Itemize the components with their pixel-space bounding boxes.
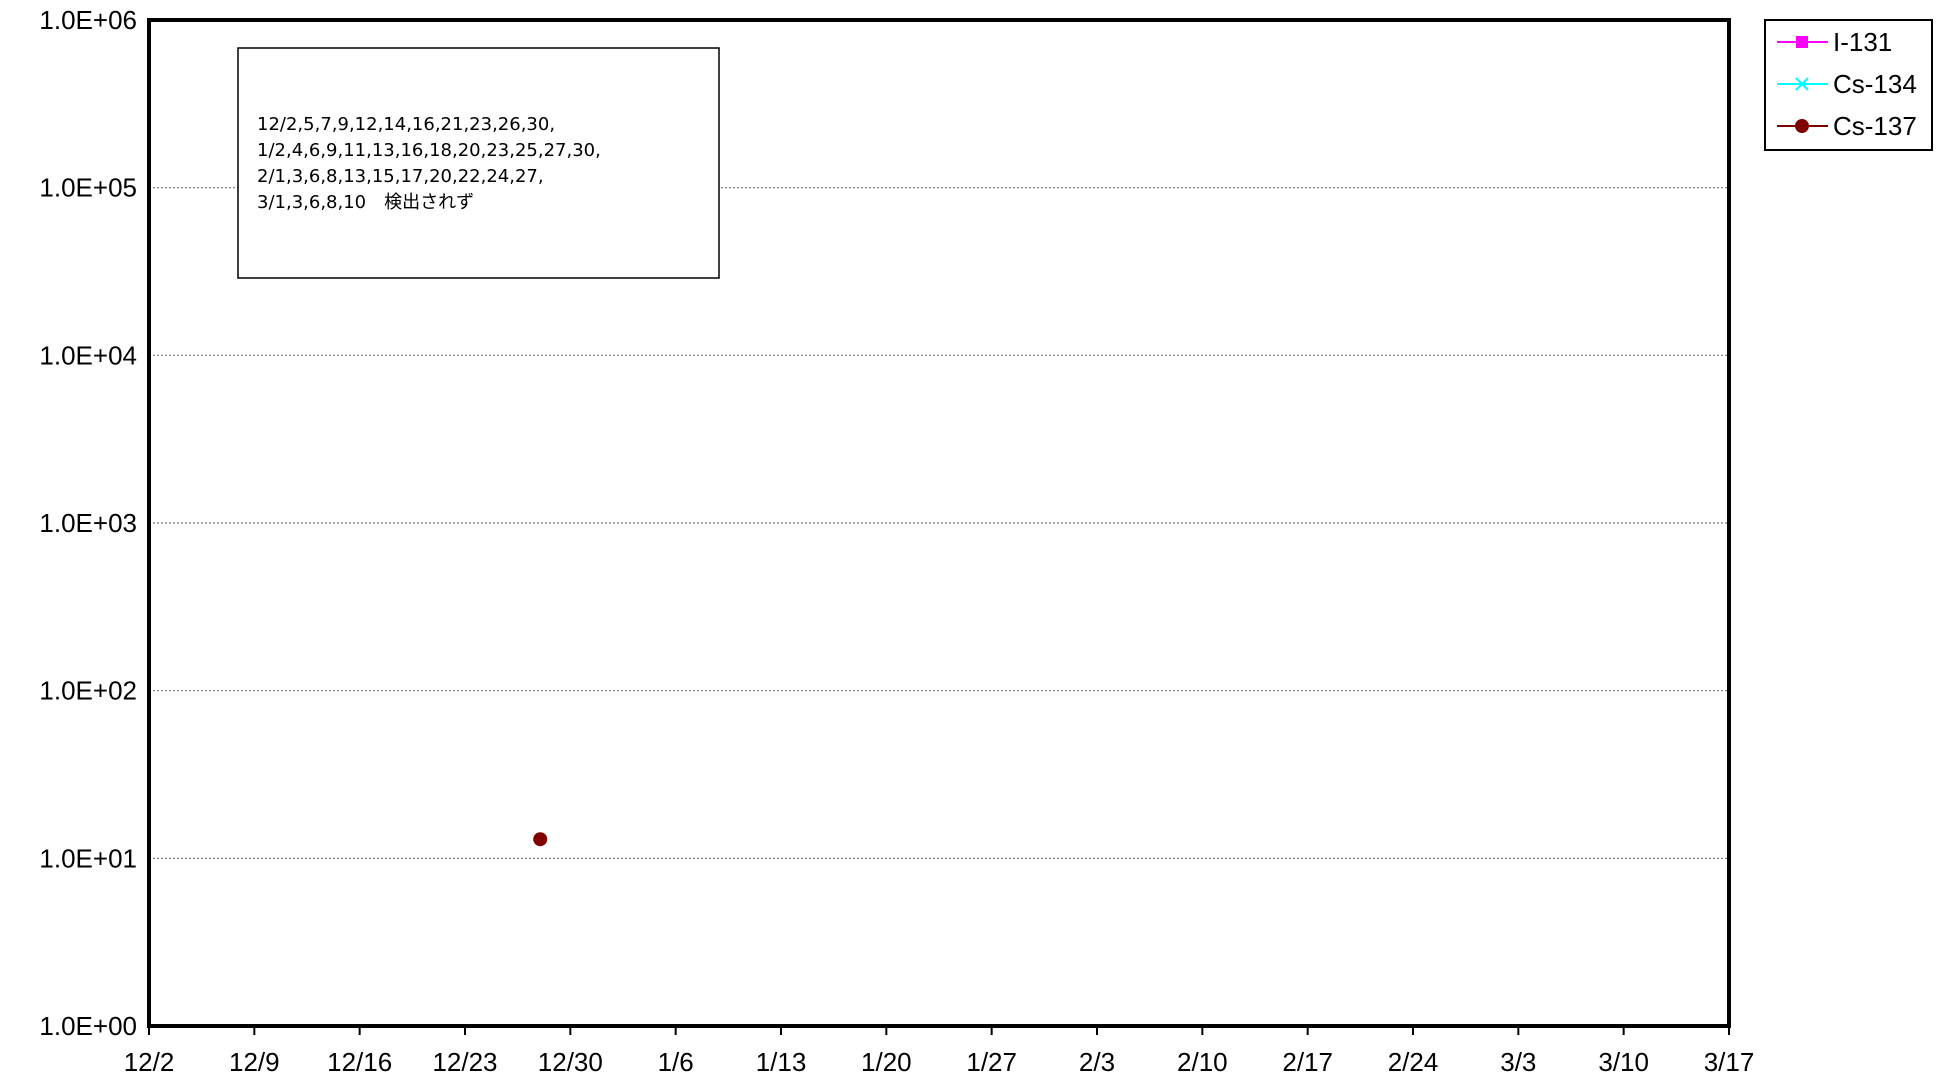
x-tick-label: 1/13 bbox=[756, 1047, 807, 1077]
x-tick-label: 1/27 bbox=[966, 1047, 1017, 1077]
annotation-line: 3/1,3,6,8,10 検出されず bbox=[257, 192, 474, 213]
legend-marker-i131 bbox=[1796, 36, 1808, 48]
x-tick-label: 2/10 bbox=[1177, 1047, 1228, 1077]
annotation-line: 1/2,4,6,9,11,13,16,18,20,23,25,27,30, bbox=[257, 140, 601, 161]
grid-layer bbox=[149, 187, 1729, 859]
x-tick-label: 2/24 bbox=[1388, 1047, 1439, 1077]
x-axis-labels: 12/2 12/9 12/16 12/23 12/30 1/6 1/13 1/20 1/27 2/… bbox=[124, 1047, 1755, 1077]
legend: I-131 Cs-134 Cs-137 bbox=[1764, 19, 1933, 151]
x-tick-label: 12/23 bbox=[432, 1047, 497, 1077]
y-axis-labels: 1.0E+06 1.0E+05 1.0E+04 1.0E+03 1.0E+02 1.0E+… bbox=[39, 5, 137, 1041]
plot-area-frame bbox=[147, 18, 1731, 1028]
x-tick-label: 2/17 bbox=[1282, 1047, 1333, 1077]
x-tick-label: 1/20 bbox=[861, 1047, 912, 1077]
data-points bbox=[533, 832, 548, 847]
y-tick-label: 1.0E+03 bbox=[39, 508, 137, 538]
legend-item-cs134: Cs-134 bbox=[1777, 69, 1917, 99]
x-tick-label: 12/9 bbox=[229, 1047, 280, 1077]
y-tick-label: 1.0E+05 bbox=[39, 173, 137, 203]
x-tick-label: 3/10 bbox=[1598, 1047, 1649, 1077]
x-tick-label: 3/3 bbox=[1500, 1047, 1536, 1077]
legend-marker-cs137 bbox=[1795, 119, 1809, 133]
x-tick-label: 12/2 bbox=[124, 1047, 175, 1077]
y-tick-label: 1.0E+06 bbox=[39, 5, 137, 35]
legend-marker-cs134 bbox=[1795, 77, 1809, 91]
y-tick-label: 1.0E+00 bbox=[39, 1011, 137, 1041]
legend-label-i131: I-131 bbox=[1833, 27, 1892, 57]
legend-item-i131: I-131 bbox=[1777, 27, 1892, 57]
annotation-box: 12/2,5,7,9,12,14,16,21,23,26,30, 1/2,4,6… bbox=[237, 47, 720, 279]
x-tick-label: 3/17 bbox=[1704, 1047, 1755, 1077]
legend-label-cs137: Cs-137 bbox=[1833, 111, 1917, 141]
annotation-line: 12/2,5,7,9,12,14,16,21,23,26,30, bbox=[257, 114, 555, 135]
legend-label-cs134: Cs-134 bbox=[1833, 69, 1917, 99]
legend-item-cs137: Cs-137 bbox=[1777, 111, 1917, 141]
x-tick-label: 1/6 bbox=[658, 1047, 694, 1077]
y-tick-label: 1.0E+04 bbox=[39, 340, 137, 370]
annotation-frame bbox=[237, 47, 720, 279]
y-tick-label: 1.0E+01 bbox=[39, 843, 137, 873]
data-point bbox=[533, 832, 548, 847]
y-tick-label: 1.0E+02 bbox=[39, 676, 137, 706]
x-tick-label: 12/16 bbox=[327, 1047, 392, 1077]
tick-layer bbox=[148, 1026, 1730, 1035]
annotation-line: 2/1,3,6,8,13,15,17,20,22,24,27, bbox=[257, 166, 544, 187]
x-tick-label: 12/30 bbox=[538, 1047, 603, 1077]
x-tick-label: 2/3 bbox=[1079, 1047, 1115, 1077]
